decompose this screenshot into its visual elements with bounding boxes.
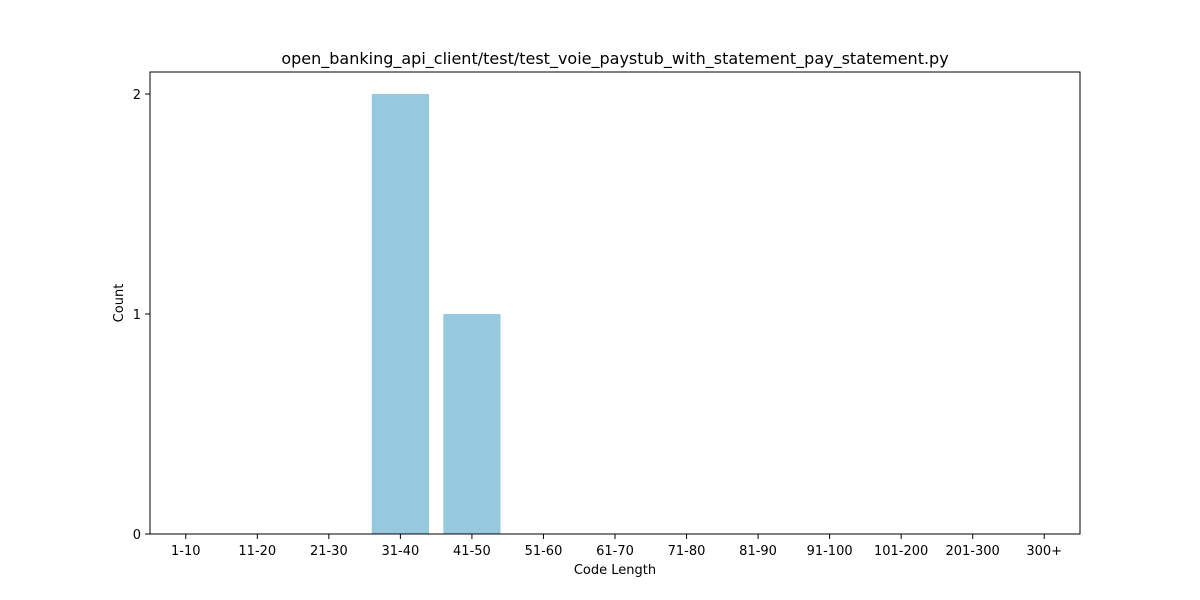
x-tick-label: 61-70 [596,544,634,559]
chart-title: open_banking_api_client/test/test_voie_p… [281,49,948,69]
x-tick-label: 91-100 [807,544,853,559]
x-axis-ticks: 1-10 11-20 21-30 31-40 41-50 51-60 61-70 71-80 8… [171,534,1062,559]
x-tick-label: 201-300 [946,544,1000,559]
x-tick-label: 71-80 [668,544,706,559]
x-tick-label: 101-200 [874,544,928,559]
x-tick-label: 41-50 [453,544,491,559]
y-tick-label: 1 [133,308,141,323]
x-axis-label: Code Length [574,563,656,578]
plot-area-frame [149,71,1081,535]
x-tick-label: 51-60 [525,544,563,559]
x-tick-label: 1-10 [171,544,201,559]
y-tick-label: 2 [133,88,141,103]
y-axis-ticks: 0 1 2 [133,88,150,543]
x-tick-label: 31-40 [381,544,419,559]
x-tick-label: 11-20 [238,544,276,559]
bar-41-50 [443,314,501,534]
bars-layer [371,94,501,534]
y-tick-label: 0 [133,528,141,543]
y-axis-label: Count [112,284,127,323]
bar-31-40 [371,94,429,534]
x-tick-label: 21-30 [310,544,348,559]
x-tick-label: 300+ [1026,544,1062,559]
x-tick-label: 81-90 [739,544,777,559]
